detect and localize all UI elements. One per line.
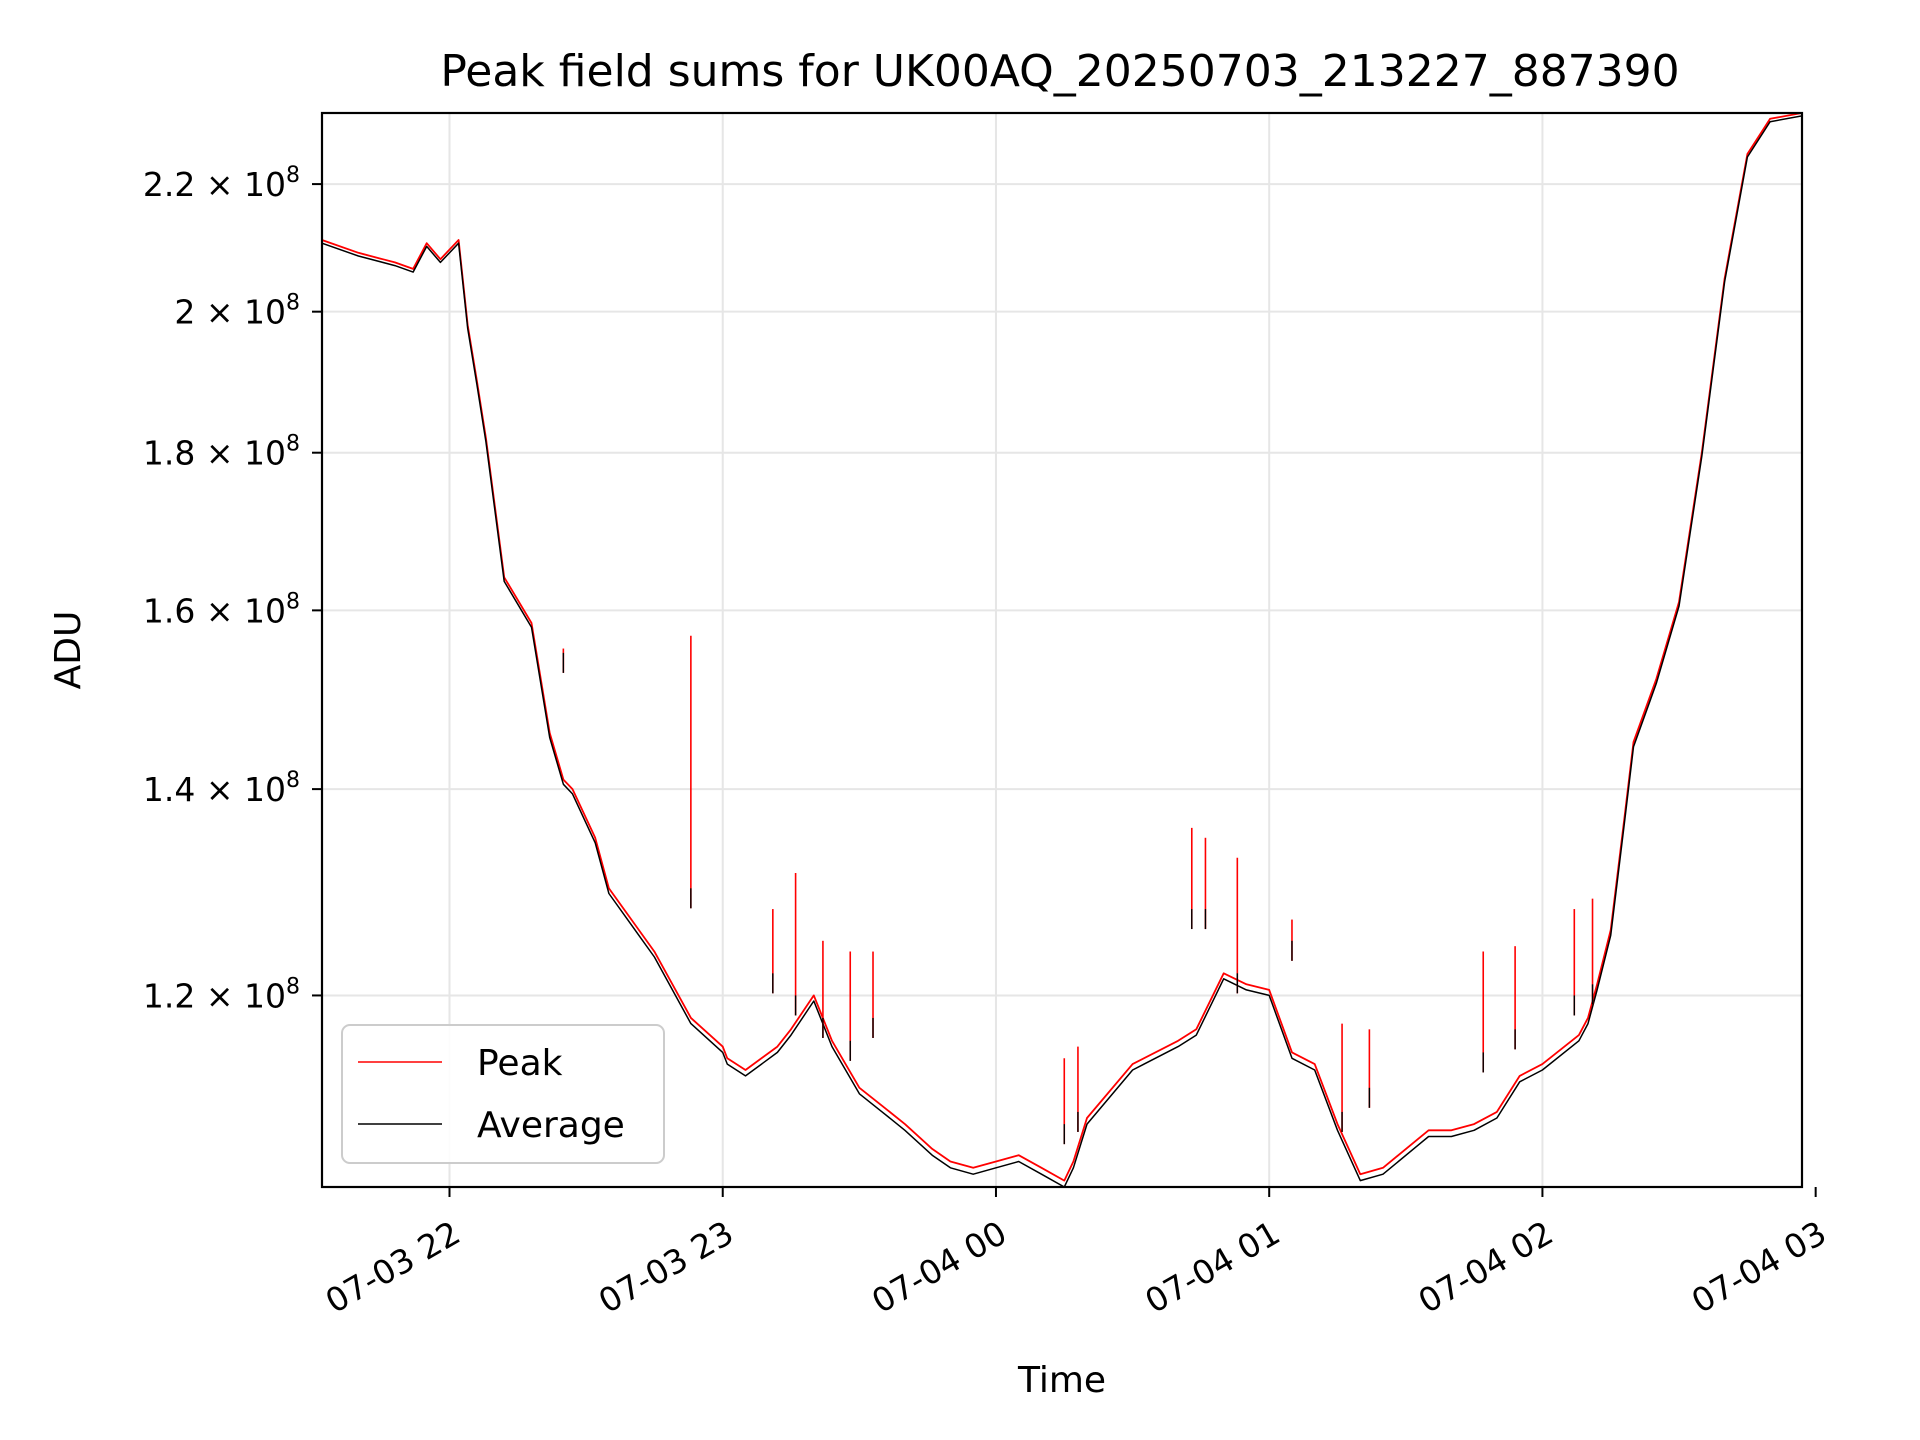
legend-box — [341, 1024, 665, 1164]
x-axis-label: Time — [1017, 1360, 1106, 1401]
chart-title: Peak field sums for UK00AQ_20250703_2132… — [440, 46, 1679, 97]
axes-frame — [320, 111, 1804, 1189]
y-tick-mantissa: 1.2 — [143, 976, 195, 1015]
y-tick-exponent: 8 — [286, 163, 300, 188]
y-tick-exponent: 8 — [286, 589, 300, 614]
y-tick-exponent: 8 — [286, 291, 300, 316]
x-axis-ticks: 07-03 22 07-03 23 07-04 00 07-04 01 07-04 02… — [319, 1187, 1833, 1321]
y-tick-times: × 10 — [195, 165, 286, 204]
x-tick-label: 07-03 23 — [592, 1213, 740, 1321]
y-tick-times: × 10 — [195, 293, 286, 332]
y-tick-exponent: 8 — [286, 974, 300, 999]
y-tick-times: × 10 — [195, 434, 286, 473]
x-tick-label: 07-04 00 — [865, 1213, 1013, 1321]
legend: Peak Average — [341, 1024, 665, 1164]
series-group — [322, 113, 1802, 1187]
series-line-average — [322, 115, 1802, 1187]
plot-area — [322, 113, 1802, 1187]
y-tick-exponent: 8 — [286, 768, 300, 793]
y-axis-label: ADU — [48, 611, 89, 690]
legend-label-average: Average — [477, 1105, 625, 1146]
x-tick-label: 07-04 02 — [1412, 1213, 1560, 1321]
y-tick-label: 2.2 × 108 — [143, 163, 300, 204]
x-tick-label: 07-04 01 — [1138, 1213, 1286, 1321]
y-tick-label: 1.4 × 108 — [143, 768, 300, 809]
y-tick-mantissa: 2 — [174, 293, 195, 332]
y-tick-label: 1.6 × 108 — [143, 589, 300, 630]
y-tick-times: × 10 — [195, 591, 286, 630]
series-line-peak — [322, 113, 1802, 1182]
y-tick-label: 2 × 108 — [174, 291, 300, 332]
legend-label-peak: Peak — [477, 1043, 563, 1084]
x-tick-label: 07-04 03 — [1685, 1213, 1833, 1321]
y-tick-mantissa: 1.8 — [143, 434, 195, 473]
y-tick-label: 1.8 × 108 — [143, 432, 300, 473]
y-tick-mantissa: 1.6 — [143, 591, 195, 630]
y-tick-times: × 10 — [195, 976, 286, 1015]
y-tick-times: × 10 — [195, 770, 286, 809]
y-tick-mantissa: 1.4 — [143, 770, 195, 809]
y-tick-exponent: 8 — [286, 432, 300, 457]
y-tick-label: 1.2 × 108 — [143, 974, 300, 1015]
y-tick-mantissa: 2.2 — [143, 165, 195, 204]
x-tick-label: 07-03 22 — [319, 1213, 467, 1321]
